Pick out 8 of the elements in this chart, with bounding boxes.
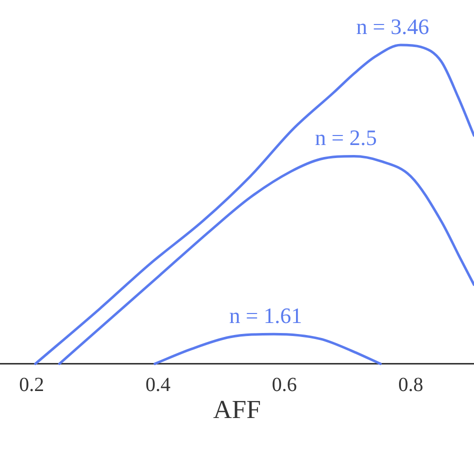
x-tick-label: 0.6 xyxy=(272,374,297,396)
series-label: n = 3.46 xyxy=(356,14,430,39)
x-axis-title: AFF xyxy=(213,395,261,424)
series-label: n = 2.5 xyxy=(314,125,377,150)
x-tick-label: 0.2 xyxy=(19,374,44,396)
x-tick-label: 0.4 xyxy=(146,374,170,396)
series-label: n = 1.61 xyxy=(229,302,302,328)
x-tick-label: 0.8 xyxy=(398,374,424,396)
